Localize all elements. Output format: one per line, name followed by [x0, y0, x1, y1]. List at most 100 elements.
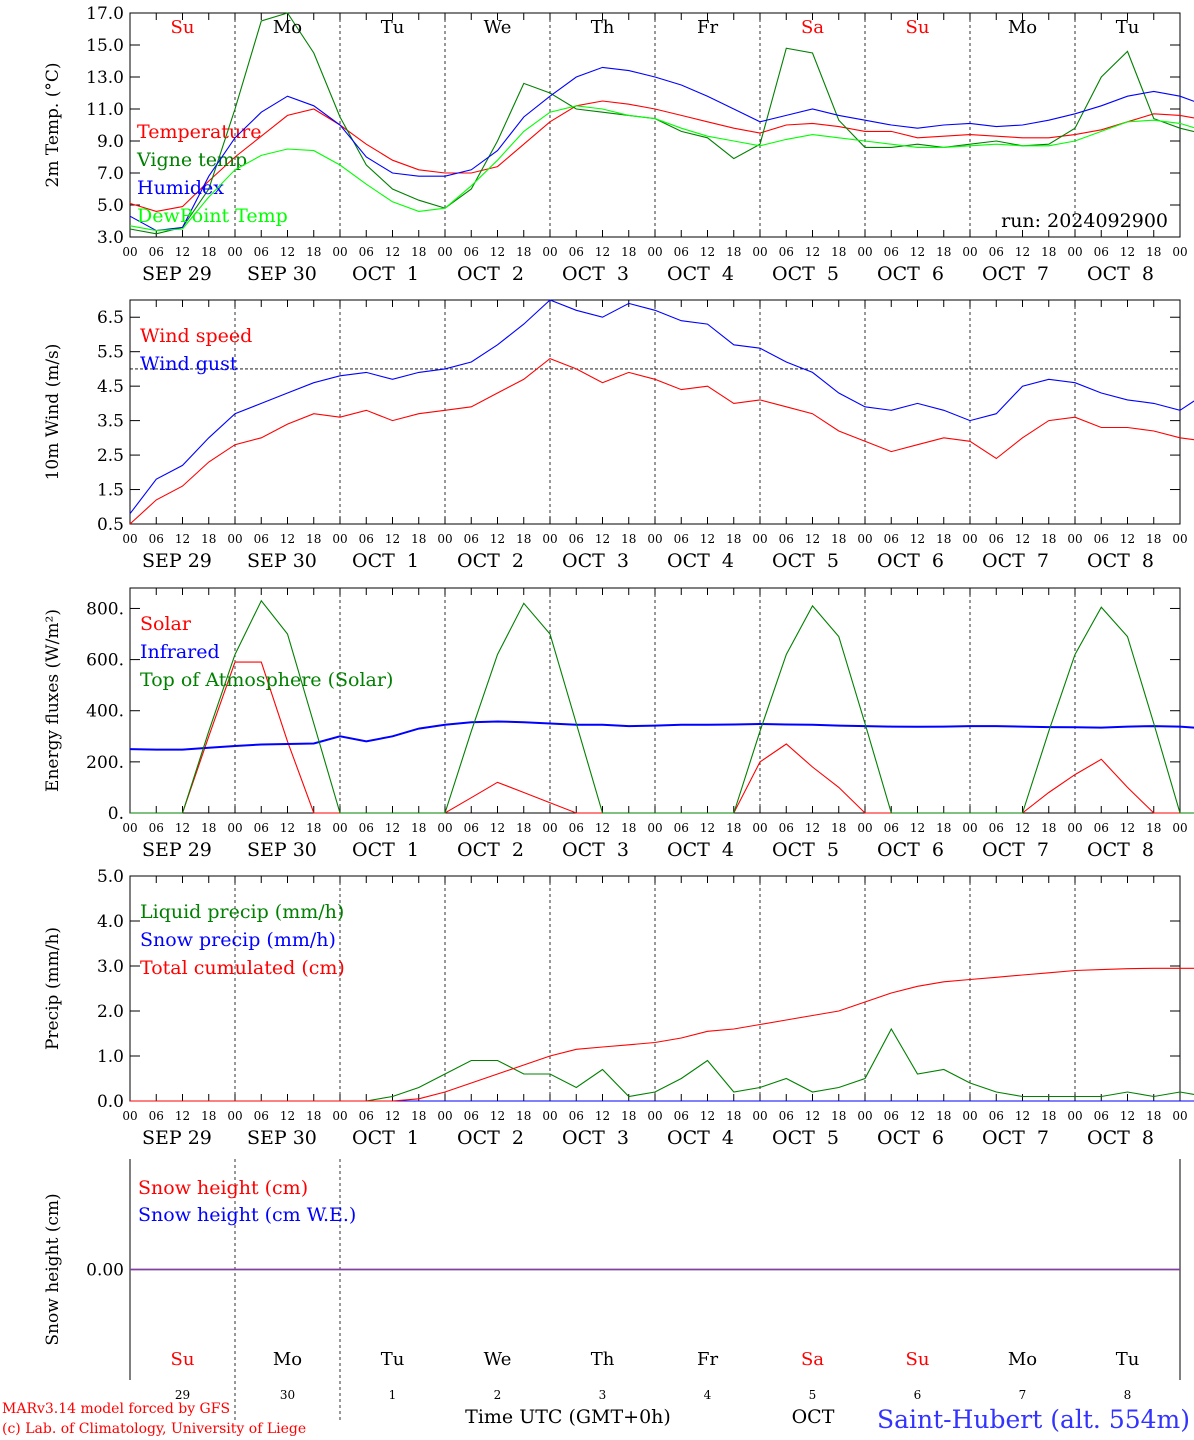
date-label: OCT 1	[352, 839, 419, 861]
y-tick-label: 0.00	[86, 1261, 124, 1281]
hour-label: 12	[1015, 1109, 1030, 1123]
hour-label: 18	[831, 532, 846, 546]
day-abbr-label: Sa	[801, 1349, 824, 1370]
hour-label: 18	[516, 821, 531, 835]
hour-label: 18	[621, 1109, 636, 1123]
date-label: OCT 6	[877, 1127, 944, 1149]
hour-label: 12	[385, 1109, 400, 1123]
day-number-label: 29	[175, 1388, 190, 1402]
y-tick-label: 200.	[86, 753, 124, 773]
hour-label: 18	[1146, 821, 1161, 835]
date-label: OCT 5	[772, 839, 839, 861]
y-tick-label: 600.	[86, 651, 124, 671]
hour-label: 18	[1041, 245, 1056, 259]
hour-label: 00	[962, 245, 977, 259]
legend-entry: Infrared	[140, 641, 220, 663]
hour-label: 06	[779, 245, 794, 259]
day-abbr-label: Th	[591, 1349, 615, 1370]
date-label: OCT 8	[1087, 263, 1154, 285]
series-line-dewpoint-temp	[129, 105, 1194, 232]
hour-label: 18	[726, 532, 741, 546]
hour-label: 12	[910, 532, 925, 546]
hour-label: 06	[254, 245, 269, 259]
day-abbr-label: Mo	[1008, 17, 1037, 38]
hour-label: 06	[779, 1109, 794, 1123]
hour-label: 00	[752, 532, 767, 546]
hour-label: 00	[1067, 245, 1082, 259]
hour-label: 12	[490, 1109, 505, 1123]
date-label: OCT 5	[772, 550, 839, 572]
hour-label: 12	[175, 532, 190, 546]
hour-label: 00	[437, 821, 452, 835]
day-number-label: 4	[704, 1388, 712, 1402]
hour-label: 06	[464, 245, 479, 259]
series-line-temperature	[129, 100, 1194, 212]
series-line-wind-gust	[129, 299, 1194, 515]
y-axis-title: Snow height (cm)	[43, 1193, 63, 1345]
hour-label: 18	[621, 245, 636, 259]
hour-label: 00	[437, 245, 452, 259]
hour-label: 06	[1094, 532, 1109, 546]
hour-label: 18	[1041, 1109, 1056, 1123]
day-abbr-label: Th	[591, 17, 615, 38]
hour-label: 12	[805, 532, 820, 546]
y-tick-label: 6.5	[97, 308, 124, 328]
series-line-vigne-temp	[129, 12, 1194, 235]
y-tick-label: 3.0	[97, 957, 124, 977]
hour-label: 12	[595, 245, 610, 259]
date-label: OCT 5	[772, 1127, 839, 1149]
hour-label: 06	[149, 821, 164, 835]
hour-label: 12	[385, 245, 400, 259]
date-label: OCT 4	[667, 839, 734, 861]
hour-label: 18	[621, 532, 636, 546]
hour-label: 00	[1067, 532, 1082, 546]
hour-label: 18	[411, 532, 426, 546]
date-label: OCT 2	[457, 1127, 524, 1149]
hour-label: 06	[1094, 821, 1109, 835]
hour-label: 06	[674, 821, 689, 835]
y-tick-label: 7.0	[97, 164, 124, 184]
hour-label: 00	[332, 532, 347, 546]
legend-entry: Snow precip (mm/h)	[140, 929, 336, 951]
y-tick-label: 9.0	[97, 132, 124, 152]
hour-label: 06	[779, 532, 794, 546]
hour-label: 18	[516, 1109, 531, 1123]
hour-label: 12	[805, 821, 820, 835]
hour-label: 00	[962, 821, 977, 835]
y-tick-label: 0.	[108, 804, 124, 824]
day-number-label: 8	[1124, 1388, 1132, 1402]
day-abbr-label: Fr	[697, 1349, 718, 1370]
hour-label: 06	[674, 245, 689, 259]
legend-entry: Total cumulated (cm)	[140, 957, 345, 979]
date-label: OCT 1	[352, 550, 419, 572]
hour-label: 18	[621, 821, 636, 835]
date-label: OCT 7	[982, 263, 1049, 285]
hour-label: 18	[306, 532, 321, 546]
hour-label: 12	[1120, 532, 1135, 546]
series-line-humidex	[129, 66, 1194, 232]
hour-label: 00	[857, 821, 872, 835]
date-label: OCT 4	[667, 263, 734, 285]
legend-entry: Snow height (cm W.E.)	[138, 1204, 356, 1226]
hour-label: 18	[831, 1109, 846, 1123]
hour-label: 00	[857, 1109, 872, 1123]
hour-label: 00	[332, 245, 347, 259]
day-number-label: 5	[809, 1388, 817, 1402]
hour-label: 00	[647, 245, 662, 259]
day-abbr-label: Su	[906, 17, 930, 38]
day-abbr-label: Sa	[801, 17, 824, 38]
hour-label: 06	[464, 1109, 479, 1123]
hour-label: 12	[595, 1109, 610, 1123]
overlap-month-label: OCT	[792, 1406, 835, 1428]
hour-label: 18	[306, 1109, 321, 1123]
y-tick-label: 5.5	[97, 343, 124, 363]
y-axis-title: 2m Temp. (°C)	[43, 62, 63, 187]
series-line-wind-speed	[129, 357, 1194, 525]
date-label: SEP 30	[247, 550, 317, 572]
day-abbr-label: We	[484, 1349, 512, 1370]
hour-label: 18	[201, 821, 216, 835]
hour-label: 18	[201, 245, 216, 259]
hour-label: 00	[752, 245, 767, 259]
y-tick-label: 3.0	[97, 228, 124, 248]
